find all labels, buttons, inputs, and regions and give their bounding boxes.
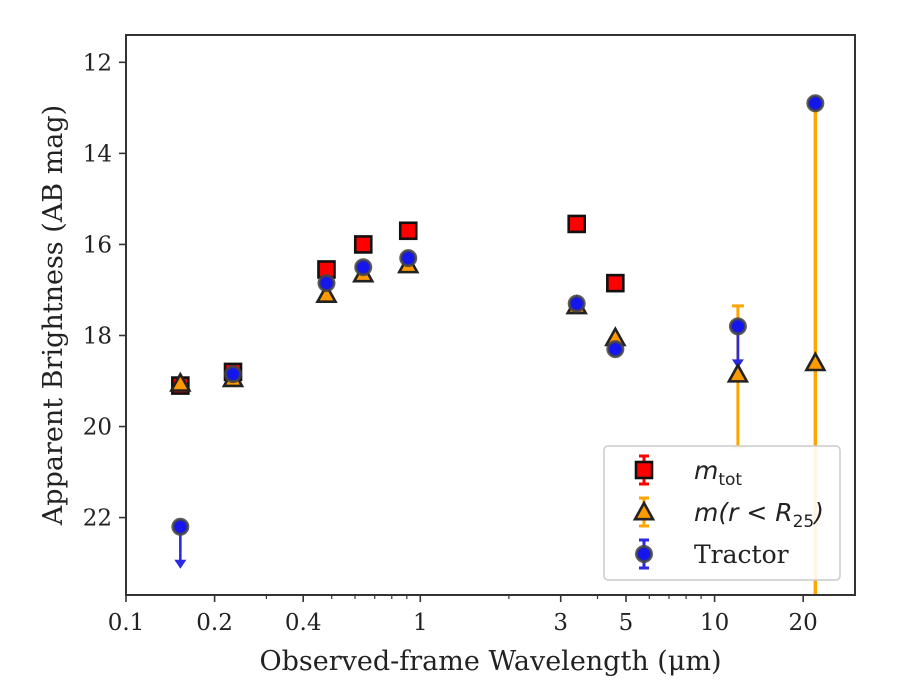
y-tick-label: 22 — [83, 506, 112, 532]
y-tick-label: 14 — [83, 141, 112, 167]
legend-marker-0 — [634, 460, 654, 480]
legend-marker-1 — [632, 500, 656, 521]
axes-frame — [125, 34, 856, 596]
tractor-upper-limit-arrow-head — [174, 559, 187, 569]
x-tick-label: 0.4 — [285, 610, 322, 636]
y-tick-label: 12 — [83, 50, 112, 76]
tractor-point — [728, 317, 747, 336]
legend-label-1: m(r < R25) — [694, 498, 824, 532]
tractor-point — [354, 258, 373, 277]
mr25-point — [726, 362, 750, 383]
x-tick-label: 20 — [789, 610, 818, 636]
tractor-point — [806, 94, 825, 113]
tractor-point — [567, 294, 586, 313]
y-tick-label: 18 — [83, 323, 112, 349]
tractor-point — [171, 517, 190, 536]
x-tick-label: 5 — [619, 610, 634, 636]
legend-label-0: mtot — [694, 456, 742, 490]
y-tick-label: 16 — [83, 232, 112, 258]
x-tick-label: 0.2 — [196, 610, 233, 636]
x-tick-label: 3 — [553, 610, 568, 636]
legend: mtot m(r < R25) Tractor — [603, 445, 841, 581]
mtot-point — [353, 235, 373, 254]
y-axis-label: Apparent Brightness (AB mag) — [38, 105, 69, 526]
x-tick-label: 1 — [413, 610, 428, 636]
tractor-point — [399, 249, 418, 268]
tractor-point — [317, 274, 336, 293]
x-axis-label: Observed-frame Wavelength (μm) — [259, 646, 721, 677]
mtot-point — [567, 214, 587, 234]
mr25-point — [804, 351, 827, 372]
axes: 0.1 0.2 0.4 1 3 5 10 20 12 14 16 18 20 22 — [83, 34, 856, 636]
mr25-point — [315, 282, 338, 304]
legend-label-2: Tractor — [694, 540, 789, 569]
x-tick-label: 10 — [700, 610, 729, 636]
legend-marker-2 — [635, 545, 653, 563]
mtot-point — [398, 221, 418, 241]
tractor-point — [606, 340, 625, 359]
x-tick-label: 0.1 — [108, 610, 145, 636]
y-tick-label: 20 — [83, 415, 112, 441]
mtot-point — [606, 273, 625, 293]
legend-box — [603, 445, 841, 581]
tractor-point — [224, 365, 243, 384]
mr25-point — [169, 371, 192, 392]
plot-area — [169, 94, 827, 595]
